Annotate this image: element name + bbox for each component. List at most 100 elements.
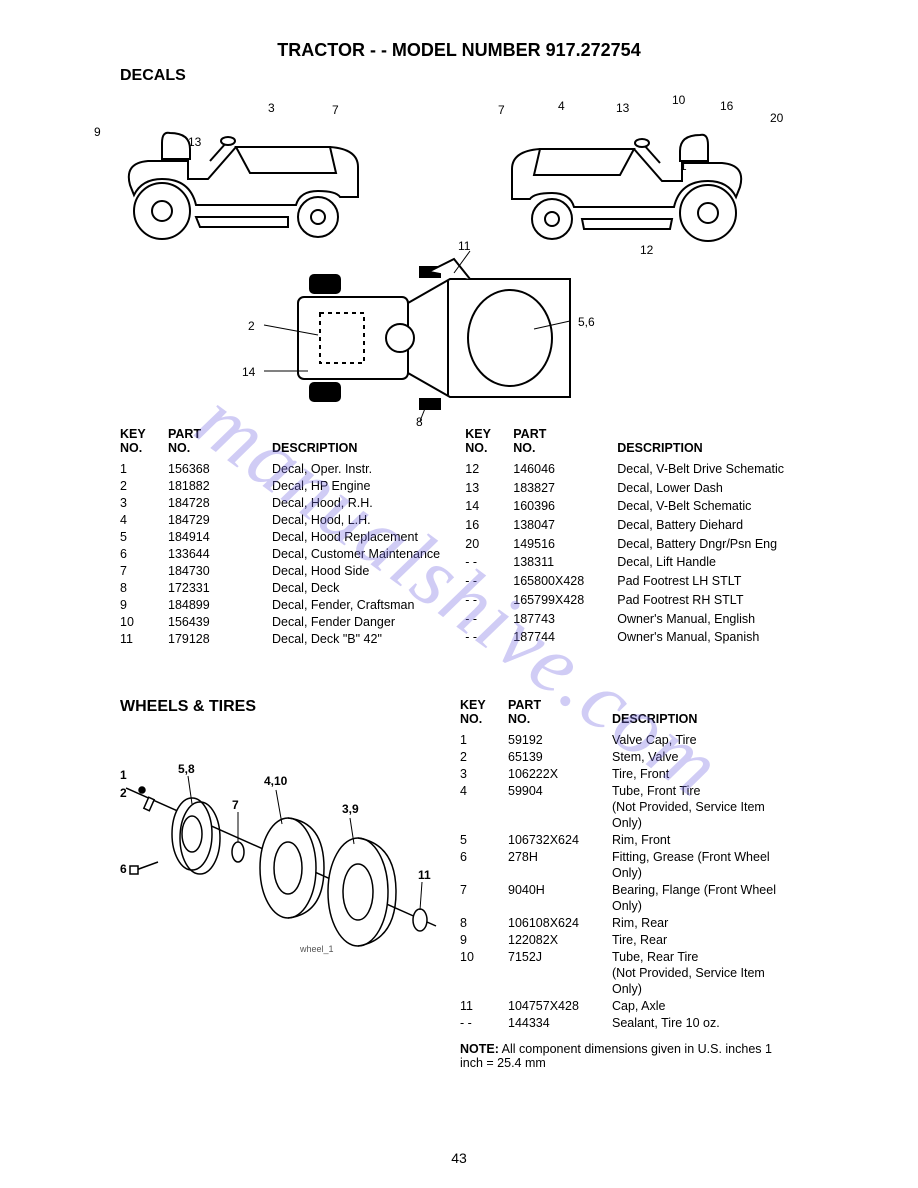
cell-desc: Rim, Front (612, 832, 798, 849)
cell-key: 10 (460, 949, 508, 998)
cell-key: 8 (120, 580, 168, 597)
table-row: 6278HFitting, Grease (Front Wheel Only) (460, 849, 798, 882)
tractor-left-icon (100, 113, 380, 243)
cell-part: 278H (508, 849, 612, 882)
cell-part: 165800X428 (513, 573, 617, 592)
cell-part: 146046 (513, 461, 617, 480)
cell-desc: Decal, Hood Replacement (272, 529, 454, 546)
cell-key: 2 (120, 478, 168, 495)
table-row: 12146046Decal, V-Belt Drive Schematic (465, 461, 798, 480)
cell-part: 184914 (168, 529, 272, 546)
cell-key: 5 (460, 832, 508, 849)
note-bold: NOTE: (460, 1042, 499, 1056)
cell-part: 149516 (513, 536, 617, 555)
cell-desc: Decal, Hood, L.H. (272, 512, 454, 529)
table-row: 1156368Decal, Oper. Instr. (120, 461, 454, 478)
cell-key: 2 (460, 749, 508, 766)
callout: 9 (94, 125, 101, 139)
table-row: 159192Valve Cap, Tire (460, 732, 798, 749)
callout: 5,8 (178, 762, 195, 776)
table-row: - -165800X428Pad Footrest LH STLT (465, 573, 798, 592)
cell-key: 1 (120, 461, 168, 478)
table-row: 7184730Decal, Hood Side (120, 563, 454, 580)
table-row: 11179128Decal, Deck "B" 42" (120, 631, 454, 648)
cell-key: - - (465, 554, 513, 573)
cell-part: 156368 (168, 461, 272, 478)
table-row: 459904Tube, Front Tire(Not Provided, Ser… (460, 783, 798, 832)
wheels-diagram: 1 2 5,8 4,10 7 3,9 6 11 wheel_1 (120, 730, 450, 960)
callout: 1 (680, 159, 687, 173)
cell-part: 106108X624 (508, 915, 612, 932)
callout: 7 (498, 103, 505, 117)
leader-lines-icon (240, 243, 640, 433)
table-row: 5106732X624Rim, Front (460, 832, 798, 849)
cell-key: 3 (120, 495, 168, 512)
decals-table-right: KEY NO. PART NO. DESCRIPTION 12146046Dec… (465, 427, 798, 648)
table-row: - -187744Owner's Manual, Spanish (465, 629, 798, 648)
table-row: - -165799X428Pad Footrest RH STLT (465, 592, 798, 611)
cell-key: 20 (465, 536, 513, 555)
cell-part: 106222X (508, 766, 612, 783)
callout: 2 (248, 319, 255, 333)
table-row: 11104757X428Cap, Axle (460, 998, 798, 1015)
cell-desc: Owner's Manual, Spanish (617, 629, 798, 648)
cell-key: 5 (120, 529, 168, 546)
table-row: 14160396Decal, V-Belt Schematic (465, 498, 798, 517)
cell-key: - - (465, 611, 513, 630)
cell-key: 12 (465, 461, 513, 480)
cell-key: - - (465, 573, 513, 592)
callout: 10 (672, 93, 685, 107)
cell-desc: Sealant, Tire 10 oz. (612, 1015, 798, 1032)
cell-part: 7152J (508, 949, 612, 998)
callout: 6 (120, 862, 127, 876)
page-title: TRACTOR - - MODEL NUMBER 917.272754 (70, 40, 848, 61)
cell-key: 6 (460, 849, 508, 882)
cell-desc: Decal, V-Belt Schematic (617, 498, 798, 517)
cell-desc: Cap, Axle (612, 998, 798, 1015)
cell-desc: Decal, Deck "B" 42" (272, 631, 454, 648)
cell-desc: Tube, Rear Tire(Not Provided, Service It… (612, 949, 798, 998)
cell-desc: Decal, Battery Diehard (617, 517, 798, 536)
cell-part: 138311 (513, 554, 617, 573)
cell-key: 6 (120, 546, 168, 563)
cell-desc: Decal, Deck (272, 580, 454, 597)
callout: 11 (418, 868, 431, 882)
table-row: 8172331Decal, Deck (120, 580, 454, 597)
cell-desc: Tire, Rear (612, 932, 798, 949)
cell-key: 8 (460, 915, 508, 932)
callout: 5,6 (578, 315, 595, 329)
cell-key: - - (465, 592, 513, 611)
callout: 1 (120, 768, 127, 782)
cell-desc: Pad Footrest RH STLT (617, 592, 798, 611)
cell-key: 11 (460, 998, 508, 1015)
cell-desc: Pad Footrest LH STLT (617, 573, 798, 592)
cell-key: 4 (120, 512, 168, 529)
cell-part: 187743 (513, 611, 617, 630)
cell-part: 184728 (168, 495, 272, 512)
cell-key: 1 (460, 732, 508, 749)
callout: 3,9 (342, 802, 359, 816)
table-row: 79040HBearing, Flange (Front Wheel Only) (460, 882, 798, 915)
table-row: 10156439Decal, Fender Danger (120, 614, 454, 631)
table-row: 8106108X624Rim, Rear (460, 915, 798, 932)
th-key: KEY NO. (120, 427, 168, 461)
page-number: 43 (0, 1150, 918, 1166)
cell-part: 181882 (168, 478, 272, 495)
cell-key: - - (465, 629, 513, 648)
diagram-label: wheel_1 (300, 944, 334, 954)
table-row: 5184914Decal, Hood Replacement (120, 529, 454, 546)
table-row: 16138047Decal, Battery Diehard (465, 517, 798, 536)
cell-part: 184730 (168, 563, 272, 580)
wheel-diagram-icon (120, 730, 450, 950)
cell-part: 160396 (513, 498, 617, 517)
callout: 12 (640, 243, 653, 257)
cell-desc: Decal, Fender Danger (272, 614, 454, 631)
cell-desc: Stem, Valve (612, 749, 798, 766)
callout: 11 (458, 239, 470, 253)
table-row: 13183827Decal, Lower Dash (465, 480, 798, 499)
callout: 4,10 (264, 774, 287, 788)
cell-desc: Decal, Fender, Craftsman (272, 597, 454, 614)
cell-key: 9 (460, 932, 508, 949)
cell-desc: Tire, Front (612, 766, 798, 783)
cell-desc: Decal, Lift Handle (617, 554, 798, 573)
